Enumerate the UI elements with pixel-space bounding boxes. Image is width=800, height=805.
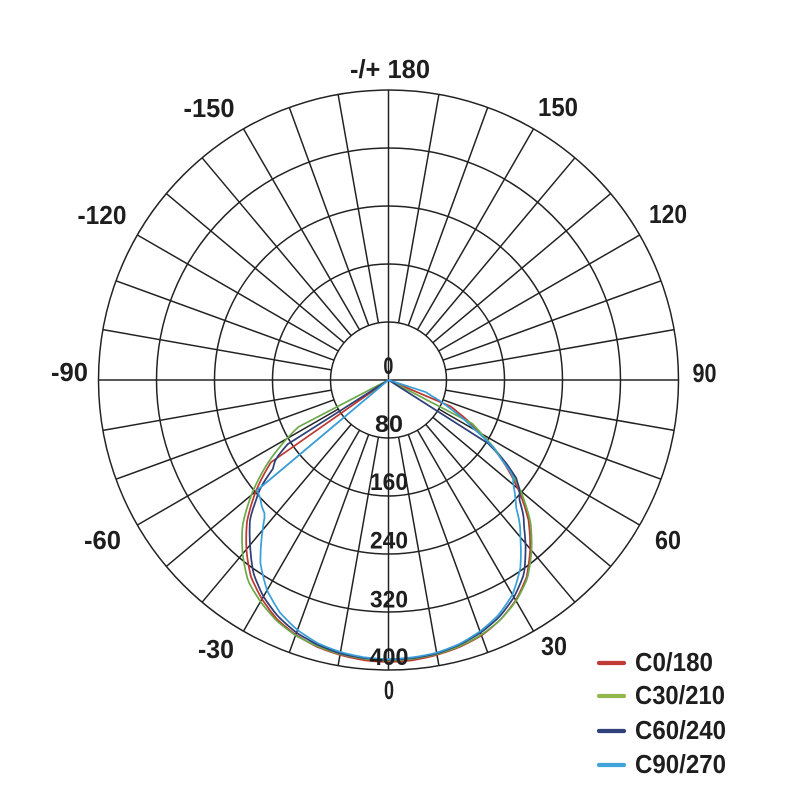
svg-text:C60/240: C60/240 xyxy=(635,715,726,745)
svg-text:320: 320 xyxy=(370,587,408,614)
svg-text:30: 30 xyxy=(541,631,567,661)
svg-text:90: 90 xyxy=(693,358,717,388)
svg-text:C30/210: C30/210 xyxy=(635,680,725,710)
svg-text:C90/270: C90/270 xyxy=(635,749,726,779)
svg-text:0: 0 xyxy=(384,675,394,705)
svg-text:160: 160 xyxy=(370,469,408,496)
svg-text:-90: -90 xyxy=(51,357,88,387)
svg-text:C0/180: C0/180 xyxy=(635,647,713,677)
svg-text:-120: -120 xyxy=(78,200,127,230)
svg-text:240: 240 xyxy=(370,528,408,555)
svg-text:-/+ 180: -/+ 180 xyxy=(350,54,430,84)
svg-text:-150: -150 xyxy=(184,93,235,123)
svg-text:400: 400 xyxy=(370,644,409,671)
svg-text:0: 0 xyxy=(383,353,393,380)
svg-text:120: 120 xyxy=(649,199,687,229)
svg-text:60: 60 xyxy=(655,525,681,555)
svg-text:-60: -60 xyxy=(84,525,121,555)
svg-text:80: 80 xyxy=(375,411,403,438)
svg-text:150: 150 xyxy=(538,92,578,122)
svg-text:-30: -30 xyxy=(198,634,234,664)
